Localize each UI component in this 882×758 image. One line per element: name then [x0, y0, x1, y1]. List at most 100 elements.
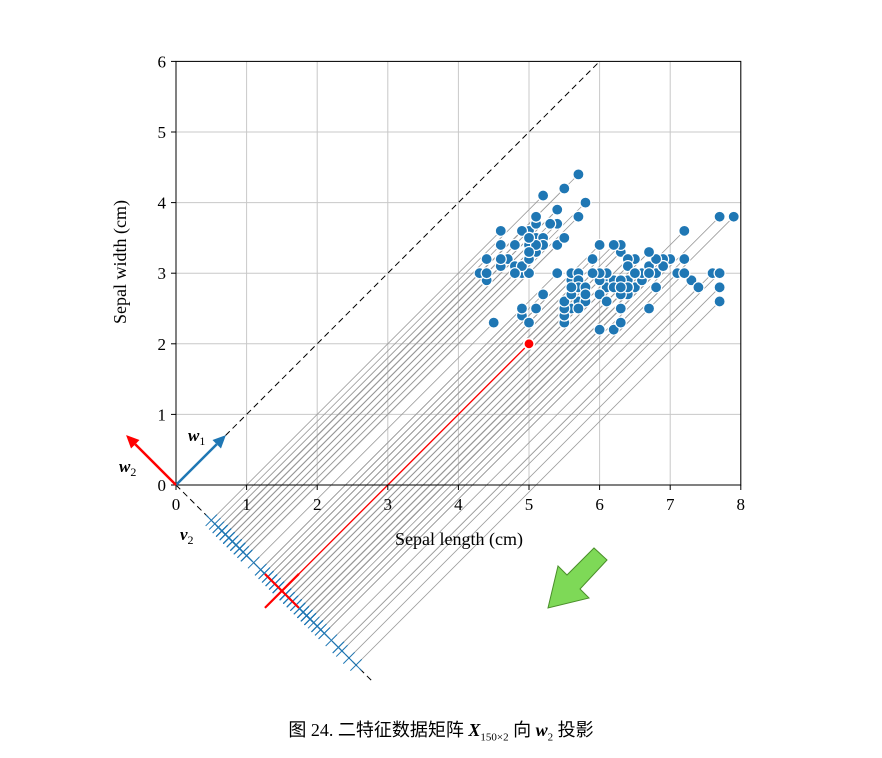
projection-line — [323, 272, 685, 634]
x-tick-label: 5 — [525, 495, 534, 514]
data-point — [480, 252, 493, 266]
x-tick-label: 8 — [737, 495, 746, 514]
y-tick-label: 4 — [158, 194, 167, 213]
projection-line — [320, 216, 735, 631]
projection-lines — [211, 174, 735, 666]
data-point — [572, 168, 585, 181]
data-point — [544, 217, 557, 230]
data-point — [713, 210, 726, 223]
basis-vectors — [126, 435, 226, 486]
x-tick-label: 6 — [595, 495, 604, 514]
data-point — [678, 267, 691, 280]
projection-line — [232, 223, 551, 542]
data-point — [713, 267, 726, 280]
data-point — [649, 281, 663, 294]
w1-arrow-icon — [175, 435, 226, 486]
data-point — [713, 295, 726, 308]
figure-caption: 图 24. 二特征数据矩阵 X150×2 向 w2 投影 — [288, 720, 594, 744]
y-tick-label: 0 — [158, 476, 167, 495]
w2-label: w2 — [119, 457, 136, 479]
data-point — [593, 323, 606, 336]
data-point — [579, 196, 592, 209]
data-point — [642, 267, 656, 280]
data-point — [614, 316, 627, 329]
projection-line — [211, 230, 502, 521]
data-point — [522, 316, 536, 329]
projection-line — [285, 294, 586, 595]
projection-line — [331, 279, 692, 641]
data-point — [607, 238, 620, 252]
projected-mark — [314, 623, 327, 636]
projection-line — [348, 287, 720, 659]
y-tick-label: 3 — [158, 264, 167, 283]
data-point — [678, 252, 691, 266]
data-point — [537, 288, 550, 301]
data-point — [480, 267, 493, 280]
data-point — [579, 288, 592, 301]
data-point — [494, 252, 507, 266]
data-point — [515, 302, 529, 315]
data-point — [572, 210, 585, 223]
data-point — [628, 267, 642, 280]
axes: 0 1 2 3 4 5 6 7 8 0 1 2 3 4 5 6 — [158, 52, 746, 514]
data-point — [508, 267, 521, 280]
data-point — [678, 224, 691, 237]
highlight-projection-line — [281, 343, 530, 592]
data-point — [494, 238, 507, 252]
data-point — [494, 224, 507, 237]
data-point — [593, 238, 606, 252]
projection-line — [228, 237, 530, 539]
projected-mark — [254, 563, 267, 576]
y-tick-label: 2 — [158, 335, 167, 354]
data-point — [522, 245, 536, 259]
data-point — [522, 231, 536, 244]
data-point — [692, 281, 705, 294]
projection-line — [246, 237, 565, 556]
projected-marks — [205, 514, 363, 672]
projection-line — [267, 308, 537, 578]
projection-line — [263, 294, 544, 574]
data-point — [551, 267, 564, 280]
data-points — [473, 168, 740, 350]
green-arrow-icon — [547, 547, 608, 609]
projection-line — [309, 308, 622, 620]
projection-line — [355, 301, 720, 666]
data-point — [551, 203, 564, 216]
data-point — [713, 281, 726, 294]
data-point — [600, 295, 613, 308]
projection-line — [274, 244, 615, 585]
data-point — [614, 281, 627, 294]
highlight-projected-mark — [264, 573, 300, 609]
projection-line — [306, 272, 650, 616]
projection-line — [253, 322, 494, 563]
projection-line — [302, 258, 657, 613]
projection-line — [278, 272, 593, 588]
projection-line — [260, 308, 523, 571]
x-tick-label: 3 — [384, 495, 393, 514]
data-point — [727, 210, 740, 223]
w2-arrow-icon — [126, 435, 177, 486]
projection-line — [338, 287, 699, 648]
x-tick-label: 0 — [172, 495, 181, 514]
data-point — [642, 245, 656, 259]
projection-chart: 0 1 2 3 4 5 6 7 8 0 1 2 3 4 5 6 w1 w2 v2 Sepal length (… — [110, 52, 746, 683]
projection-line — [295, 251, 650, 606]
data-point — [558, 182, 571, 195]
projection-line — [225, 258, 502, 535]
data-point — [565, 281, 578, 294]
projection-line — [235, 251, 530, 546]
data-point — [642, 302, 656, 315]
data-point — [586, 267, 599, 280]
projected-mark — [229, 538, 243, 552]
x-tick-label: 7 — [666, 495, 675, 514]
projection-line — [341, 272, 720, 652]
projection-line — [292, 265, 629, 602]
y-tick-label: 1 — [158, 405, 167, 424]
projection-line — [218, 258, 487, 528]
v2-label: v2 — [180, 525, 194, 547]
w1-label: w1 — [188, 426, 205, 448]
y-tick-label: 6 — [158, 52, 167, 71]
x-tick-label: 1 — [242, 495, 251, 514]
data-point — [537, 189, 550, 202]
